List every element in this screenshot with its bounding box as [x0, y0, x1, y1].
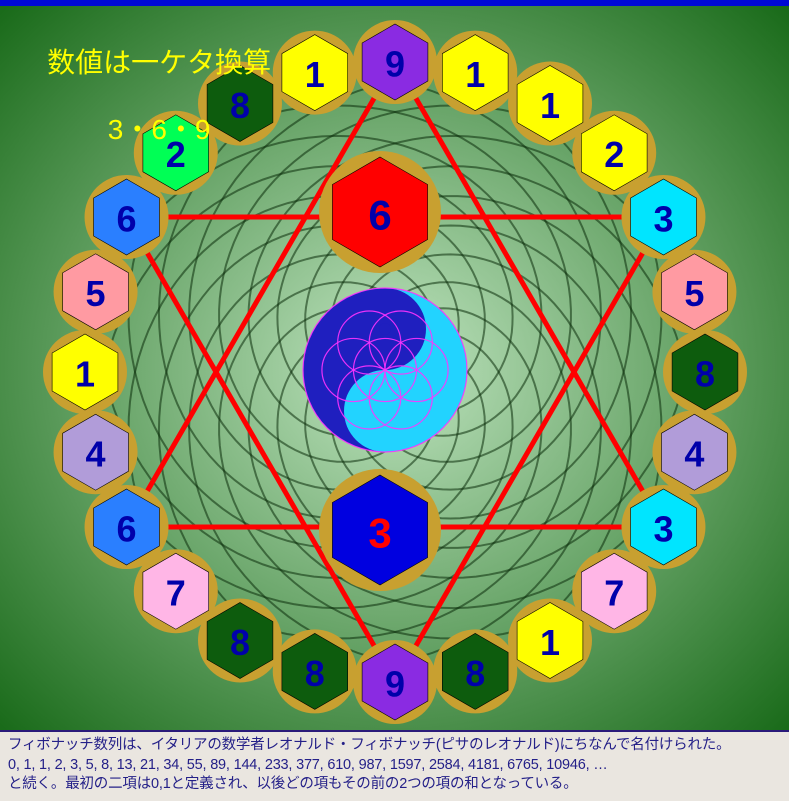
- footer-text: フィボナッチ数列は、イタリアの数学者レオナルド・フィボナッチ(ピサのレオナルド)…: [0, 730, 789, 801]
- yinyang-dot-dark: [379, 323, 391, 335]
- node-number: 6: [117, 198, 137, 239]
- ring-node: 8: [273, 629, 357, 713]
- yinyang-dot-light: [379, 405, 391, 417]
- node-number: 2: [604, 134, 624, 175]
- node-number: 7: [166, 573, 186, 614]
- node-number: 8: [230, 622, 250, 663]
- inner-hex: 3: [319, 469, 441, 591]
- node-number: 8: [305, 653, 325, 694]
- inner-hex: 6: [319, 151, 441, 273]
- node-number: 7: [604, 573, 624, 614]
- node-number: 1: [540, 622, 560, 663]
- node-number: 1: [305, 54, 325, 95]
- node-number: 1: [540, 85, 560, 126]
- ring-node: 8: [433, 629, 517, 713]
- ring-node: 1: [273, 31, 357, 115]
- footer-line2: 0, 1, 1, 2, 3, 5, 8, 13, 21, 34, 55, 89,…: [8, 757, 608, 773]
- ring-node: 8: [663, 330, 747, 414]
- ring-node: 3: [621, 175, 705, 259]
- node-number: 3: [653, 508, 673, 549]
- diagram-stage: 91123584371898876415628163 数値は一ケタ換算 3・6・…: [0, 0, 789, 801]
- node-number: 8: [695, 353, 715, 394]
- inner-hex-number: 6: [368, 192, 391, 239]
- footer-line1: フィボナッチ数列は、イタリアの数学者レオナルド・フィボナッチ(ピサのレオナルド)…: [8, 737, 730, 753]
- ring-node: 9: [353, 20, 437, 104]
- ring-node: 1: [43, 330, 127, 414]
- node-number: 5: [684, 273, 704, 314]
- ring-node: 1: [508, 598, 592, 682]
- node-number: 1: [75, 353, 95, 394]
- footer-line3: と続く。最初の二項は0,1と定義され、以後どの項もその前の2つの項の和となってい…: [8, 776, 578, 792]
- yin-yang: [303, 288, 467, 452]
- node-number: 9: [385, 663, 405, 704]
- node-number: 5: [86, 273, 106, 314]
- ring-node: 4: [54, 410, 138, 494]
- title-line2: 3・6・9: [108, 114, 211, 145]
- ring-node: 4: [652, 410, 736, 494]
- top-bar: [0, 0, 789, 6]
- ring-node: 6: [85, 485, 169, 569]
- node-number: 8: [465, 653, 485, 694]
- inner-hex-number: 3: [368, 510, 391, 557]
- title-block: 数値は一ケタ換算 3・6・9: [16, 12, 271, 180]
- node-number: 1: [465, 54, 485, 95]
- node-number: 3: [653, 198, 673, 239]
- node-number: 4: [684, 434, 704, 475]
- ring-node: 1: [433, 31, 517, 115]
- ring-node: 5: [652, 250, 736, 334]
- node-number: 9: [385, 43, 405, 84]
- node-number: 4: [86, 434, 106, 475]
- node-number: 6: [117, 508, 137, 549]
- ring-node: 5: [54, 250, 138, 334]
- title-line1: 数値は一ケタ換算: [47, 47, 271, 78]
- ring-node: 9: [353, 640, 437, 724]
